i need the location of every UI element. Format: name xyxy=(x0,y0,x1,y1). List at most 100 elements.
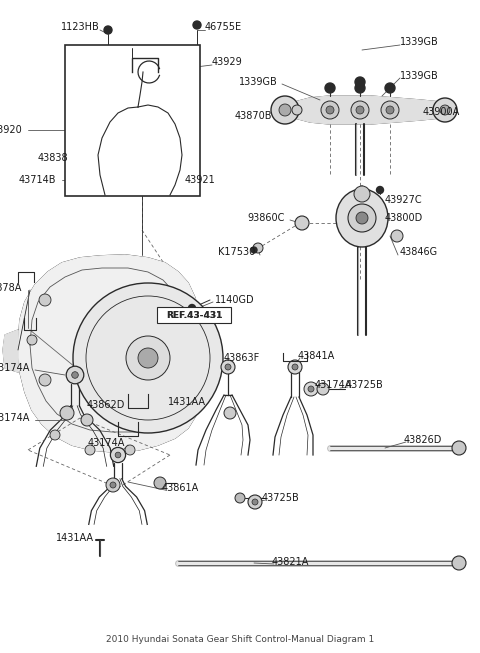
Circle shape xyxy=(85,445,95,455)
Circle shape xyxy=(248,495,262,509)
Circle shape xyxy=(106,478,120,492)
Text: 43878A: 43878A xyxy=(0,283,22,293)
Circle shape xyxy=(109,158,125,174)
Circle shape xyxy=(381,101,399,119)
Circle shape xyxy=(110,447,126,462)
Circle shape xyxy=(326,106,334,114)
Circle shape xyxy=(126,336,170,380)
Circle shape xyxy=(252,499,258,505)
Text: 43921: 43921 xyxy=(185,175,216,185)
Text: 1339GB: 1339GB xyxy=(400,71,439,81)
Ellipse shape xyxy=(336,189,388,247)
Circle shape xyxy=(386,106,394,114)
Circle shape xyxy=(440,105,450,115)
Polygon shape xyxy=(3,330,18,372)
Text: 43174A: 43174A xyxy=(0,413,30,423)
Text: 43862D: 43862D xyxy=(86,400,125,410)
Text: 1140GD: 1140GD xyxy=(215,295,254,305)
Text: 1123HB: 1123HB xyxy=(61,22,100,32)
Circle shape xyxy=(154,477,166,489)
Circle shape xyxy=(39,374,51,386)
Circle shape xyxy=(104,180,110,186)
Circle shape xyxy=(193,21,201,29)
Text: 43920: 43920 xyxy=(0,125,22,135)
Text: 1339GB: 1339GB xyxy=(239,77,278,87)
Text: 43714B: 43714B xyxy=(19,175,56,185)
Circle shape xyxy=(224,407,236,419)
Text: REF.43-431: REF.43-431 xyxy=(166,310,222,319)
Circle shape xyxy=(251,247,257,253)
Text: 43863F: 43863F xyxy=(224,353,260,363)
Text: K17530: K17530 xyxy=(218,247,255,257)
Text: 43725B: 43725B xyxy=(262,493,300,503)
Circle shape xyxy=(110,482,116,488)
Circle shape xyxy=(351,101,369,119)
Circle shape xyxy=(81,414,93,426)
Text: 43174A: 43174A xyxy=(0,363,30,373)
Polygon shape xyxy=(295,96,450,124)
Circle shape xyxy=(376,187,384,193)
Text: 43826D: 43826D xyxy=(404,435,443,445)
Circle shape xyxy=(125,445,135,455)
Circle shape xyxy=(354,186,370,202)
Text: 43821A: 43821A xyxy=(272,557,310,567)
Circle shape xyxy=(288,360,302,374)
Circle shape xyxy=(304,382,318,396)
Text: 1431AA: 1431AA xyxy=(168,397,206,407)
Text: 43841A: 43841A xyxy=(298,351,335,361)
Bar xyxy=(65,45,200,196)
Circle shape xyxy=(27,335,37,345)
Circle shape xyxy=(391,230,403,242)
Circle shape xyxy=(189,304,195,311)
Circle shape xyxy=(72,372,78,378)
Text: 1431AA: 1431AA xyxy=(56,533,94,543)
Circle shape xyxy=(60,406,74,420)
Circle shape xyxy=(271,96,299,124)
Circle shape xyxy=(73,283,223,433)
Circle shape xyxy=(235,493,245,503)
Circle shape xyxy=(355,83,365,93)
Circle shape xyxy=(50,430,60,440)
Circle shape xyxy=(325,83,335,93)
Polygon shape xyxy=(98,80,183,195)
Circle shape xyxy=(308,386,314,392)
Circle shape xyxy=(104,26,112,34)
Circle shape xyxy=(355,77,365,87)
Circle shape xyxy=(385,83,395,93)
Text: 2010 Hyundai Sonata Gear Shift Control-Manual Diagram 1: 2010 Hyundai Sonata Gear Shift Control-M… xyxy=(106,635,374,645)
Circle shape xyxy=(348,204,376,232)
Text: 43900A: 43900A xyxy=(423,107,460,117)
Text: 43174A: 43174A xyxy=(315,380,352,390)
Text: 1339GB: 1339GB xyxy=(400,37,439,47)
Circle shape xyxy=(221,360,235,374)
Text: 43838: 43838 xyxy=(37,153,68,163)
Circle shape xyxy=(66,366,84,384)
Circle shape xyxy=(292,105,302,115)
Circle shape xyxy=(317,383,329,395)
Text: 93860C: 93860C xyxy=(248,213,285,223)
Circle shape xyxy=(253,243,263,253)
Text: 43725B: 43725B xyxy=(346,380,384,390)
Circle shape xyxy=(452,441,466,455)
Circle shape xyxy=(100,176,114,190)
Polygon shape xyxy=(18,255,198,452)
Circle shape xyxy=(295,216,309,230)
Circle shape xyxy=(279,104,291,116)
Circle shape xyxy=(138,348,158,368)
Circle shape xyxy=(356,106,364,114)
Text: 43870B: 43870B xyxy=(235,111,272,121)
FancyBboxPatch shape xyxy=(157,307,231,323)
Text: 43174A: 43174A xyxy=(88,438,125,448)
Text: 43929: 43929 xyxy=(212,57,243,67)
Circle shape xyxy=(433,98,457,122)
Circle shape xyxy=(452,556,466,570)
Text: 43927C: 43927C xyxy=(385,195,422,205)
Circle shape xyxy=(292,364,298,370)
Text: 43861A: 43861A xyxy=(162,483,199,493)
Text: 43846G: 43846G xyxy=(400,247,438,257)
Text: REF.43-431: REF.43-431 xyxy=(166,310,222,319)
Circle shape xyxy=(113,163,120,170)
Circle shape xyxy=(39,294,51,306)
Circle shape xyxy=(115,452,121,458)
Circle shape xyxy=(356,212,368,224)
